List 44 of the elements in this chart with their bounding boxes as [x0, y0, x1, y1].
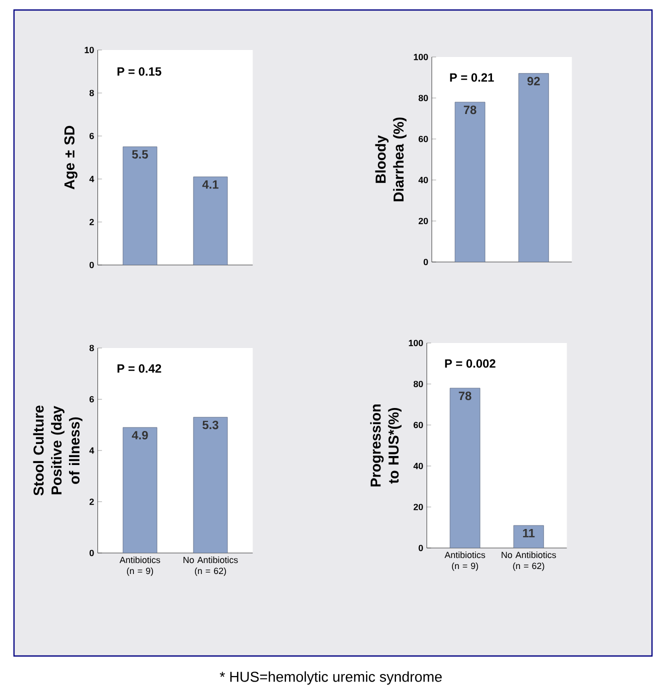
text: * HUS=hemolytic uremic syndrome [220, 671, 442, 685]
y-tick-label: 0 [90, 550, 94, 556]
y-tick-label: 60 [414, 422, 423, 428]
y-tick-label: 4 [89, 447, 94, 454]
x-tick-label: Antibiotics (n = 9) [444, 552, 486, 571]
data-label: 5.5 [132, 150, 148, 159]
annotation: P = 0.15 [118, 67, 162, 76]
y-tick-label: 6 [90, 132, 94, 140]
y-tick-label: 8 [90, 344, 94, 352]
data-label: 4.9 [132, 430, 148, 440]
y-tick-label: 0 [418, 544, 423, 552]
annotation: P = 0.42 [118, 364, 162, 373]
y-tick-label: 80 [418, 94, 428, 102]
y-tick-label: 0 [424, 258, 428, 266]
data-label: 78 [458, 392, 472, 400]
annotation: P = 0.21 [450, 73, 494, 82]
data-label: 5.3 [202, 420, 218, 430]
y-tick-label: 6 [90, 396, 94, 402]
y-tick-label: 8 [90, 90, 94, 96]
x-tick-label: No Antibiotics (n = 62) [502, 552, 556, 571]
data-label: 11 [523, 528, 535, 538]
y-axis-title: Age ± SD [64, 126, 78, 190]
y-tick-label: 40 [418, 176, 428, 184]
annotation: P = 0.002 [445, 359, 496, 368]
y-tick-label: 40 [413, 462, 423, 470]
y-tick-label: 60 [418, 136, 428, 142]
y-tick-label: 2 [90, 498, 94, 505]
x-tick-label: Antibiotics (n = 9) [120, 556, 160, 576]
y-tick-label: 100 [414, 54, 428, 60]
y-axis-title: Progression to HUS*(%) [370, 404, 402, 486]
y-tick-label: 4 [89, 176, 94, 182]
x-tick-label: No Antibiotics (n = 62) [184, 556, 238, 576]
data-label: 92 [527, 76, 540, 86]
y-tick-label: 20 [418, 218, 428, 224]
data-label: 4.1 [202, 180, 218, 189]
y-tick-label: 2 [90, 218, 94, 226]
y-axis-title: Bloody Diarrhea (%) [375, 118, 407, 202]
y-tick-label: 0 [90, 262, 94, 268]
y-tick-label: 100 [408, 340, 423, 346]
y-tick-label: 10 [84, 46, 94, 54]
data-label: 78 [464, 106, 476, 114]
y-axis-title: Stool Culture Positive (day of illness) [33, 406, 82, 496]
y-tick-label: 20 [414, 504, 423, 510]
y-tick-label: 80 [414, 380, 423, 388]
